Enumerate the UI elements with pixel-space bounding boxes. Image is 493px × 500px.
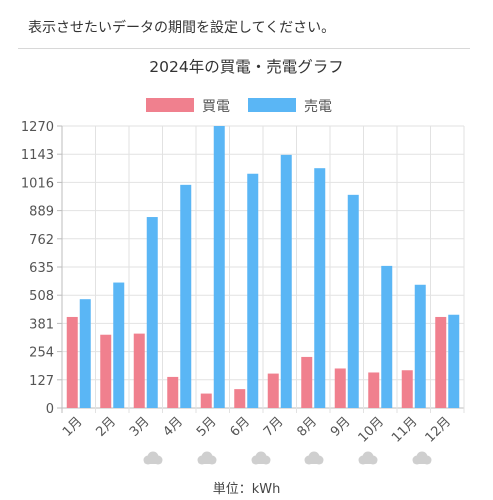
x-tick-label: 5月 <box>194 414 220 440</box>
legend-swatch-sell <box>248 98 296 112</box>
bar-buy <box>267 373 279 408</box>
bar-buy <box>334 368 346 408</box>
y-tick-label: 508 <box>29 289 54 304</box>
y-tick-label: 254 <box>29 346 54 361</box>
bar-buy <box>435 316 447 408</box>
chart-title: 2024年の買電・売電グラフ <box>149 58 344 76</box>
cloud-icon <box>412 451 432 465</box>
y-tick-label: 762 <box>29 233 54 248</box>
bar-buy <box>301 356 313 408</box>
bar-sell <box>448 314 460 408</box>
x-tick-label: 11月 <box>389 414 420 445</box>
bar-sell <box>180 184 192 408</box>
y-tick-label: 127 <box>29 374 54 389</box>
x-tick-label: 7月 <box>261 414 287 440</box>
cloud-icon <box>251 451 271 465</box>
bar-sell <box>280 154 292 408</box>
x-tick-label: 8月 <box>294 414 320 440</box>
bar-buy <box>200 393 212 408</box>
bar-buy <box>133 333 145 408</box>
x-tick-label: 6月 <box>227 414 253 440</box>
period-notice-text: 表示させたいデータの期間を設定してください。 <box>28 20 336 36</box>
y-tick-label: 381 <box>29 317 54 332</box>
x-tick-label: 4月 <box>160 414 186 440</box>
bar-sell <box>213 126 225 408</box>
x-tick-label: 1月 <box>60 414 86 440</box>
x-tick-label: 3月 <box>127 414 153 440</box>
unit-label: 単位：kWh <box>212 482 281 497</box>
y-tick-label: 0 <box>46 402 54 417</box>
legend-label-sell: 売電 <box>304 99 332 115</box>
bar-buy <box>234 389 246 408</box>
buy-sell-bar-chart: 0 127 254 381 508 635 762 889 1016 1143 1270 1月 2月 3月… <box>21 120 465 465</box>
bar-buy <box>100 334 112 408</box>
legend-label-buy: 買電 <box>202 99 230 115</box>
bar-sell <box>146 217 158 408</box>
cloud-icon <box>197 451 217 465</box>
cloud-icon <box>304 451 324 465</box>
bar-sell <box>414 284 426 408</box>
period-notice: 表示させたいデータの期間を設定してください。 <box>0 0 493 50</box>
chart-legend: 買電 売電 <box>0 95 493 115</box>
cloud-icon <box>143 451 163 465</box>
bar-sell <box>381 265 393 408</box>
cloud-icon <box>358 451 378 465</box>
y-tick-label: 889 <box>29 205 54 220</box>
bar-sell <box>314 168 326 408</box>
bar-sell <box>79 299 91 408</box>
x-tick-label: 12月 <box>423 414 454 445</box>
bar-sell <box>347 194 359 408</box>
x-tick-label: 10月 <box>356 414 387 445</box>
bar-buy <box>66 316 78 408</box>
y-tick-label: 1016 <box>21 176 54 191</box>
notice-divider <box>18 48 470 49</box>
bar-buy <box>167 376 179 408</box>
y-tick-label: 1270 <box>21 120 54 135</box>
bar-buy <box>368 372 380 408</box>
y-tick-label: 635 <box>29 261 54 276</box>
y-tick-label: 1143 <box>21 148 54 163</box>
x-tick-label: 9月 <box>328 414 354 440</box>
bar-sell <box>113 282 125 408</box>
bar-buy <box>401 370 413 408</box>
bar-sell <box>247 173 259 408</box>
x-tick-label: 2月 <box>93 414 119 440</box>
legend-swatch-buy <box>146 98 194 112</box>
